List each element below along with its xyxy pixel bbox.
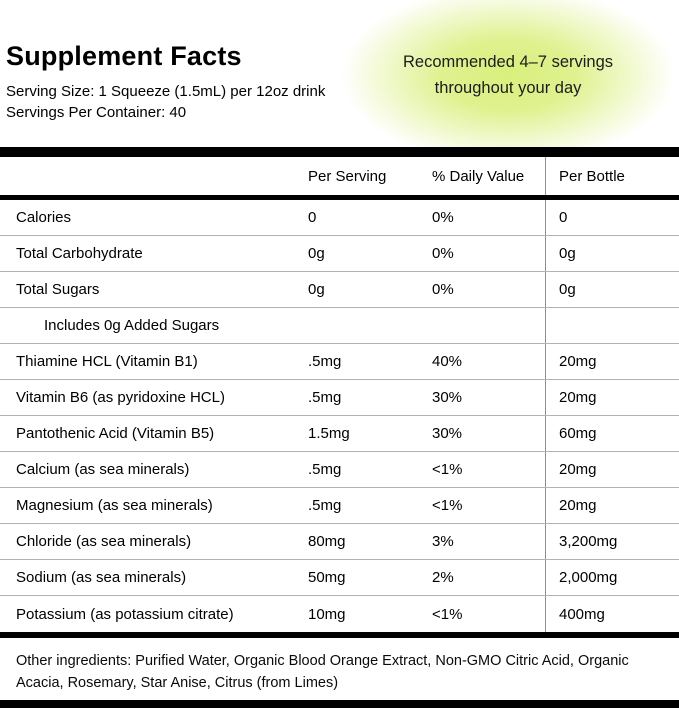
bottom-divider-bar <box>0 700 679 708</box>
table-header-row: Per Serving % Daily Value Per Bottle <box>0 157 679 195</box>
daily-value: 3% <box>432 533 454 550</box>
per-bottle-value: 60mg <box>545 416 679 451</box>
daily-value: 40% <box>432 353 463 370</box>
nutrient-name: Potassium (as potassium citrate) <box>16 605 234 623</box>
per-serving-value: .5mg <box>308 389 342 406</box>
serving-size-text: Serving Size: 1 Squeeze (1.5mL) per 12oz… <box>6 82 326 100</box>
per-bottle-value <box>545 308 679 343</box>
recommended-servings-line2: throughout your day <box>434 79 582 97</box>
daily-value: <1% <box>432 461 463 478</box>
per-serving-value: 50mg <box>308 569 346 586</box>
per-serving-value: 0 <box>308 209 317 226</box>
per-serving-value: 80mg <box>308 533 346 550</box>
per-bottle-value: 400mg <box>545 596 679 632</box>
daily-value: 30% <box>432 425 463 442</box>
per-bottle-value: 20mg <box>545 344 679 379</box>
per-serving-value: 10mg <box>308 605 346 623</box>
daily-value: 30% <box>432 389 463 406</box>
nutrient-name: Pantothenic Acid (Vitamin B5) <box>16 425 215 442</box>
table-body: Calories 0 0% 0 Total Carbohydrate 0g 0%… <box>0 200 679 632</box>
table-row: Thiamine HCL (Vitamin B1) .5mg 40% 20mg <box>0 344 679 380</box>
daily-value: <1% <box>432 605 463 623</box>
nutrient-name: Sodium (as sea minerals) <box>16 569 187 586</box>
per-bottle-value: 20mg <box>545 452 679 487</box>
table-row: Pantothenic Acid (Vitamin B5) 1.5mg 30% … <box>0 416 679 452</box>
daily-value: 0% <box>432 245 454 262</box>
per-bottle-value: 20mg <box>545 380 679 415</box>
per-serving-value: 0g <box>308 245 325 262</box>
daily-value: 0% <box>432 209 454 226</box>
per-bottle-value: 0 <box>545 200 679 235</box>
per-bottle-value: 0g <box>545 272 679 307</box>
nutrient-name: Magnesium (as sea minerals) <box>16 497 213 514</box>
daily-value: <1% <box>432 497 463 514</box>
nutrient-name: Chloride (as sea minerals) <box>16 533 192 550</box>
nutrient-name: Total Sugars <box>16 281 100 298</box>
nutrient-name: Calcium (as sea minerals) <box>16 461 190 478</box>
column-header-per-serving: Per Serving <box>308 167 387 185</box>
table-row: Calories 0 0% 0 <box>0 200 679 236</box>
nutrient-name: Vitamin B6 (as pyridoxine HCL) <box>16 389 225 406</box>
per-bottle-value: 2,000mg <box>545 560 679 595</box>
page-title: Supplement Facts <box>6 41 242 71</box>
nutrient-name: Calories <box>16 209 72 226</box>
label-header: Recommended 4–7 servings throughout your… <box>0 0 679 147</box>
nutrient-name: Total Carbohydrate <box>16 245 143 262</box>
table-row: Sodium (as sea minerals) 50mg 2% 2,000mg <box>0 560 679 596</box>
per-serving-value: .5mg <box>308 353 342 370</box>
per-serving-value: .5mg <box>308 497 342 514</box>
table-bottom-rule <box>0 632 679 638</box>
per-serving-value: .5mg <box>308 461 342 478</box>
recommended-servings-line1: Recommended 4–7 servings <box>402 53 614 71</box>
table-row: Calcium (as sea minerals) .5mg <1% 20mg <box>0 452 679 488</box>
table-row: Total Sugars 0g 0% 0g <box>0 272 679 308</box>
daily-value <box>432 308 545 343</box>
column-header-per-bottle: Per Bottle <box>545 157 679 195</box>
table-row: Chloride (as sea minerals) 80mg 3% 3,200… <box>0 524 679 560</box>
table-row: Includes 0g Added Sugars <box>0 308 679 344</box>
per-serving-value: 0g <box>308 281 325 298</box>
per-serving-value: 1.5mg <box>308 425 350 442</box>
table-row: Magnesium (as sea minerals) .5mg <1% 20m… <box>0 488 679 524</box>
per-bottle-value: 0g <box>545 236 679 271</box>
column-header-daily-value: % Daily Value <box>432 167 525 185</box>
per-bottle-value: 20mg <box>545 488 679 523</box>
serving-glow: Recommended 4–7 servings throughout your… <box>341 0 675 147</box>
header-rule <box>0 195 679 200</box>
daily-value: 2% <box>432 569 454 586</box>
nutrient-name: Includes 0g Added Sugars <box>44 317 220 334</box>
table-row: Total Carbohydrate 0g 0% 0g <box>0 236 679 272</box>
per-serving-value <box>308 308 432 343</box>
table-row: Vitamin B6 (as pyridoxine HCL) .5mg 30% … <box>0 380 679 416</box>
per-bottle-value: 3,200mg <box>545 524 679 559</box>
daily-value: 0% <box>432 281 454 298</box>
column-header-blank <box>0 157 308 195</box>
servings-per-container-text: Servings Per Container: 40 <box>6 103 187 121</box>
nutrient-name: Thiamine HCL (Vitamin B1) <box>16 353 198 370</box>
other-ingredients-text: Other ingredients: Purified Water, Organ… <box>16 653 629 692</box>
table-row: Potassium (as potassium citrate) 10mg <1… <box>0 596 679 632</box>
top-divider-bar <box>0 147 679 157</box>
